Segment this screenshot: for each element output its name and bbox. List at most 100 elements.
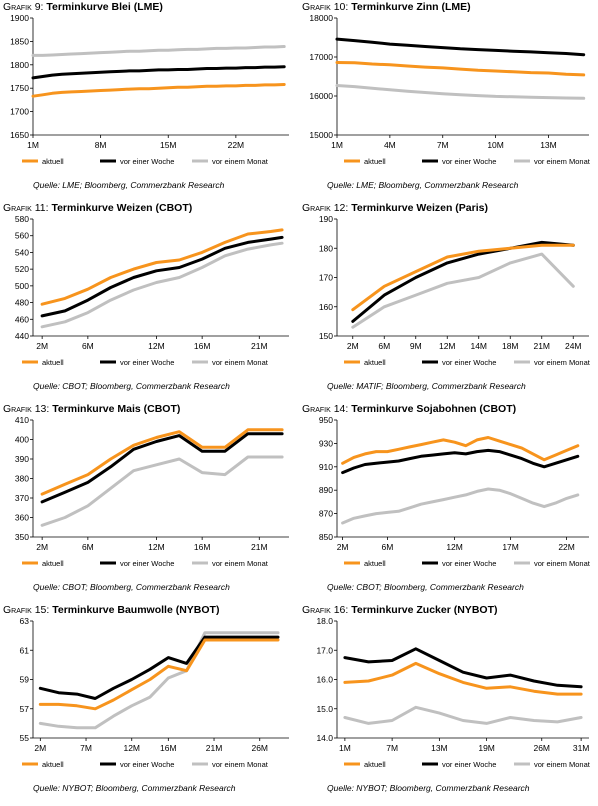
panel-p15: Grafik 15: Terminkurve Baumwolle (NYBOT)… [0, 603, 299, 804]
x-tick-label: 2M [337, 542, 349, 552]
line-chart: 15000 16000 17000 18000 1M 4M 7M 10M 13M aktuell v… [309, 13, 591, 166]
line-chart: 850 870 890 910 930 950 2M 6M 12M 17M 22M aktuell vo… [319, 415, 591, 568]
panel-p12: Grafik 12: Terminkurve Weizen (Paris) 15… [299, 201, 598, 402]
y-tick-label: 18000 [309, 13, 333, 23]
y-tick-label: 400 [15, 435, 29, 445]
legend: aktuell vor einer Woche vor einem Monat [344, 559, 591, 568]
chart-source: Quelle: CBOT; Bloomberg, Commerzbank Res… [327, 582, 524, 592]
x-tick-label: 26M [251, 743, 268, 753]
x-tick-label: 1M [339, 743, 351, 753]
x-tick-label: 7M [437, 140, 449, 150]
y-tick-label: 16.0 [316, 675, 333, 685]
x-tick-label: 6M [378, 341, 390, 351]
series-line-aktuell [351, 243, 575, 312]
axes: 440 460 480 500 520 540 560 580 2M 6M 12M 16M 21M [15, 214, 289, 351]
legend-label: aktuell [364, 358, 386, 367]
legend: aktuell vor einer Woche vor einem Monat [22, 760, 269, 769]
x-tick-label: 26M [533, 743, 550, 753]
y-tick-label: 390 [15, 454, 29, 464]
x-tick-label: 6M [381, 542, 393, 552]
legend: aktuell vor einer Woche vor einem Monat [344, 157, 591, 166]
x-tick-label: 6M [82, 341, 94, 351]
chart-title: Grafik 11: Terminkurve Weizen (CBOT) [3, 202, 193, 214]
axes: 15000 16000 17000 18000 1M 4M 7M 10M 13M [309, 13, 589, 150]
legend-label: aktuell [364, 559, 386, 568]
y-tick-label: 410 [15, 415, 29, 425]
legend-label: vor einem Monat [212, 358, 269, 367]
y-tick-label: 480 [15, 298, 29, 308]
legend-label: vor einem Monat [212, 559, 269, 568]
x-tick-label: 13M [431, 743, 448, 753]
series-line-vor-einer-woche [40, 432, 284, 504]
panel-p14: Grafik 14: Terminkurve Sojabohnen (CBOT)… [299, 402, 598, 603]
y-tick-label: 360 [15, 513, 29, 523]
series-line-vor-einem-monat [40, 455, 284, 527]
y-tick-label: 560 [15, 231, 29, 241]
y-tick-label: 59 [20, 675, 30, 685]
x-tick-label: 7M [80, 743, 92, 753]
chart-source: Quelle: NYBOT; Bloomberg, Commerzbank Re… [327, 783, 530, 793]
chart-source: Quelle: MATIF; Bloomberg, Commerzbank Re… [327, 381, 526, 391]
x-tick-label: 12M [446, 542, 463, 552]
x-tick-label: 16M [160, 743, 177, 753]
series-line-vor-einem-monat [335, 84, 586, 100]
legend-label: vor einem Monat [212, 760, 269, 769]
axes: 14.0 15.0 16.0 17.0 18.0 1M 7M 13M 19M 26M 31M [316, 616, 589, 753]
series-line-vor-einem-monat [31, 45, 286, 57]
x-tick-label: 21M [251, 341, 268, 351]
x-tick-label: 2M [34, 743, 46, 753]
panel-p10: Grafik 10: Terminkurve Zinn (LME) 15000 1… [299, 0, 598, 201]
chart-title: Grafik 15: Terminkurve Baumwolle (NYBOT) [3, 604, 220, 616]
legend-label: vor einem Monat [534, 559, 591, 568]
line-chart: 14.0 15.0 16.0 17.0 18.0 1M 7M 13M 19M 26M 31M aktu… [316, 616, 591, 769]
y-tick-label: 1800 [10, 60, 29, 70]
y-tick-label: 460 [15, 314, 29, 324]
chart-title: Grafik 14: Terminkurve Sojabohnen (CBOT) [302, 403, 517, 415]
panel-p11: Grafik 11: Terminkurve Weizen (CBOT) 440… [0, 201, 299, 402]
y-tick-label: 14.0 [316, 733, 333, 743]
x-tick-label: 12M [123, 743, 140, 753]
y-tick-label: 950 [319, 415, 333, 425]
x-tick-label: 18M [502, 341, 519, 351]
y-tick-label: 870 [319, 509, 333, 519]
axes: 1650 1700 1750 1800 1850 1900 1M 8M 15M 22M [10, 13, 289, 150]
series-line-aktuell [31, 83, 286, 98]
series-line-vor-einer-woche [335, 37, 586, 57]
series-line-vor-einem-monat [40, 241, 284, 329]
legend: aktuell vor einer Woche vor einem Monat [344, 760, 591, 769]
line-chart: 55 57 59 61 63 2M 7M 12M 16M 21M 26M aktuell vor ein… [20, 616, 289, 769]
y-tick-label: 180 [319, 243, 333, 253]
y-tick-label: 890 [319, 485, 333, 495]
x-tick-label: 24M [565, 341, 582, 351]
y-tick-label: 1850 [10, 36, 29, 46]
y-tick-label: 15.0 [316, 704, 333, 714]
y-tick-label: 1700 [10, 107, 29, 117]
y-tick-label: 160 [319, 302, 333, 312]
legend-label: aktuell [364, 760, 386, 769]
x-tick-label: 16M [194, 341, 211, 351]
series-line-vor-einem-monat [351, 252, 575, 329]
series-line-vor-einer-woche [38, 635, 280, 700]
y-tick-label: 16000 [309, 91, 333, 101]
chart-title: Grafik 12: Terminkurve Weizen (Paris) [302, 202, 488, 214]
x-tick-label: 22M [558, 542, 575, 552]
line-chart: 440 460 480 500 520 540 560 580 2M 6M 12M 16M 21M akt… [15, 214, 289, 367]
legend-label: vor einer Woche [442, 559, 496, 568]
legend: aktuell vor einer Woche vor einem Monat [22, 157, 269, 166]
y-tick-label: 61 [20, 645, 30, 655]
legend-label: vor einem Monat [534, 358, 591, 367]
x-tick-label: 16M [194, 542, 211, 552]
legend-label: vor einer Woche [120, 157, 174, 166]
line-chart: 150 160 170 180 190 2M 6M 9M 12M 14M 18M 21M 24M aktu… [319, 214, 591, 367]
y-tick-label: 17000 [309, 52, 333, 62]
series-line-vor-einer-woche [31, 65, 286, 80]
y-tick-label: 1750 [10, 83, 29, 93]
legend-label: vor einem Monat [534, 157, 591, 166]
x-tick-label: 10M [487, 140, 504, 150]
y-tick-label: 520 [15, 264, 29, 274]
legend: aktuell vor einer Woche vor einem Monat [344, 358, 591, 367]
series-line-aktuell [38, 638, 280, 711]
axes: 850 870 890 910 930 950 2M 6M 12M 17M 22M [319, 415, 589, 552]
series-line-vor-einer-woche [343, 647, 583, 689]
legend-label: vor einer Woche [442, 358, 496, 367]
